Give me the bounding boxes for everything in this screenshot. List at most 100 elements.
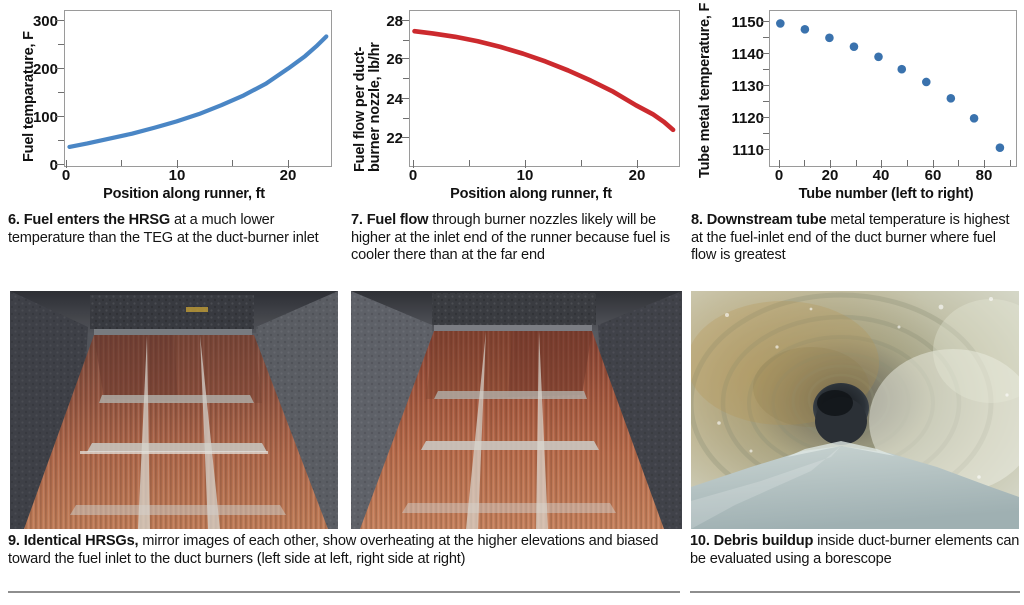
- chart1-ytick-mark-200: [56, 68, 64, 70]
- chart3-point: [946, 94, 956, 103]
- chart3-ytick-1120: 1120: [731, 110, 764, 127]
- chart1-x-axis-label: Position along runner, ft: [103, 186, 265, 202]
- chart2-xtick-20: 20: [628, 167, 646, 184]
- chart2-xtick-0: 0: [408, 167, 418, 184]
- chart3-xtick-mark-30: [856, 160, 858, 166]
- chart3-xtick-0: 0: [774, 167, 784, 184]
- caption-9-number: 9.: [8, 533, 20, 549]
- chart3-ytick-mark-1125: [763, 101, 769, 103]
- caption-7-rest: through burner nozzles likely will be hi…: [351, 212, 671, 264]
- chart1-ytick-mark-0: [56, 164, 64, 166]
- caption-10-rule: [690, 591, 1020, 593]
- chart2-ytick-mark-23: [403, 118, 409, 120]
- caption-7-number: 7.: [351, 212, 363, 228]
- chart1-xtick-10: 10: [168, 167, 186, 184]
- caption-8-lead: Downstream tube: [706, 212, 827, 228]
- chart2-xtick-mark-15: [581, 160, 583, 166]
- chart3-ytick-1130: 1130: [731, 78, 764, 95]
- chart2-ytick-28: 28: [386, 13, 403, 30]
- chart2-ytick-mark-27: [403, 40, 409, 42]
- chart1-ytick-300: 300: [32, 13, 58, 30]
- chart3-ytick-mark-1140: [761, 53, 769, 55]
- chart1-xtick-mark-10: [177, 160, 179, 168]
- caption-10: 10. Debris buildup inside duct-burner el…: [690, 533, 1020, 568]
- chart3-xtick-mark-10: [804, 160, 806, 166]
- chart1-xtick-mark-20: [288, 160, 290, 168]
- caption-9-rest: mirror images of each other, show overhe…: [8, 533, 659, 567]
- chart3-xtick-mark-0: [779, 160, 781, 168]
- caption-8-rest: metal temperature is highest at the fuel…: [691, 212, 1010, 264]
- chart3-point: [849, 42, 859, 51]
- chart2-plot-frame: [409, 10, 680, 167]
- chart1-ytick-200: 200: [32, 61, 58, 78]
- photo-hrsg-right-render: [351, 291, 682, 529]
- chart1-y-axis-label: Fuel temparature, F: [21, 31, 37, 162]
- chart3-point: [921, 77, 931, 87]
- photo-hrsg-left: [10, 291, 338, 529]
- chart3-point: [969, 113, 979, 123]
- chart2-xtick-mark-0: [413, 160, 415, 168]
- chart3-point: [800, 25, 810, 34]
- chart1-ytick-mark-50: [58, 140, 64, 142]
- chart2-xtick-10: 10: [516, 167, 534, 184]
- chart1-plot-frame: [64, 10, 332, 167]
- caption-7-lead: Fuel flow: [366, 212, 429, 228]
- chart1-ytick-mark-250: [58, 44, 64, 46]
- chart3-series-points: [776, 19, 1005, 153]
- chart2-xtick-mark-5: [469, 160, 471, 166]
- chart3-point: [897, 64, 907, 74]
- figure-8: Tube metal temperature, F 1150 1140 1130…: [690, 0, 1024, 202]
- caption-8: 8. Downstream tube metal temperature is …: [691, 212, 1021, 265]
- chart1-xtick-mark-5: [121, 160, 123, 166]
- chart3-xtick-mark-90: [1010, 160, 1012, 166]
- chart1-xtick-20: 20: [279, 167, 297, 184]
- chart3-ytick-mark-1135: [763, 69, 769, 71]
- chart1-ytick-0: 0: [49, 157, 58, 174]
- chart3-xtick-60: 60: [924, 167, 942, 184]
- photo-borescope-debris: [691, 291, 1019, 529]
- chart2-xtick-mark-10: [525, 160, 527, 168]
- chart3-xtick-mark-20: [830, 160, 832, 168]
- chart2-xtick-mark-20: [637, 160, 639, 168]
- chart1-ytick-100: 100: [32, 109, 58, 126]
- caption-6-lead: Fuel enters the HRSG: [23, 212, 171, 228]
- chart3-xtick-mark-50: [907, 160, 909, 166]
- caption-6: 6. Fuel enters the HRSG at a much lower …: [8, 212, 330, 247]
- chart3-ytick-mark-1145: [763, 37, 769, 39]
- caption-9-rule: [8, 591, 680, 593]
- column-left: Fuel temparature, F 300 200 100 0: [0, 0, 338, 529]
- chart1-ytick-mark-100: [56, 116, 64, 118]
- chart3-ytick-mark-1115: [763, 133, 769, 135]
- chart1-xtick-0: 0: [61, 167, 71, 184]
- chart1-ytick-mark-300: [56, 20, 64, 22]
- chart2-ytick-mark-22: [401, 137, 409, 139]
- chart2-ytick-mark-24: [401, 98, 409, 100]
- chart2-x-axis-label: Position along runner, ft: [450, 186, 612, 202]
- chart3-plot-frame: [769, 10, 1017, 167]
- caption-8-number: 8.: [691, 212, 703, 228]
- caption-9-lead: Identical HRSGs,: [23, 533, 139, 549]
- chart2-ytick-mark-26: [401, 58, 409, 60]
- figure-7: Fuel flow per duct- burner nozzle, lb/hr…: [345, 0, 685, 202]
- column-middle: Fuel flow per duct- burner nozzle, lb/hr…: [345, 0, 685, 529]
- chart1-ytick-mark-150: [58, 92, 64, 94]
- chart2-ytick-mark-25: [403, 78, 409, 80]
- chart3-ytick-mark-1110: [761, 149, 769, 151]
- chart3-xtick-40: 40: [872, 167, 890, 184]
- caption-7: 7. Fuel flow through burner nozzles like…: [351, 212, 681, 265]
- chart3-xtick-mark-40: [881, 160, 883, 168]
- caption-10-number: 10.: [690, 533, 710, 549]
- chart3-point: [776, 19, 785, 28]
- caption-9: 9. Identical HRSGs, mirror images of eac…: [8, 533, 680, 568]
- chart3-xtick-20: 20: [821, 167, 839, 184]
- chart3-xtick-mark-70: [958, 160, 960, 166]
- photo-borescope-render: [691, 291, 1019, 529]
- chart3-ytick-1150: 1150: [731, 14, 764, 31]
- chart3-x-axis-label: Tube number (left to right): [798, 186, 974, 202]
- chart2-ytick-22: 22: [386, 130, 403, 147]
- chart3-ytick-mark-1150: [761, 21, 769, 23]
- chart3-ytick-1140: 1140: [731, 46, 764, 63]
- chart3-point: [825, 33, 834, 43]
- chart3-xtick-mark-60: [933, 160, 935, 168]
